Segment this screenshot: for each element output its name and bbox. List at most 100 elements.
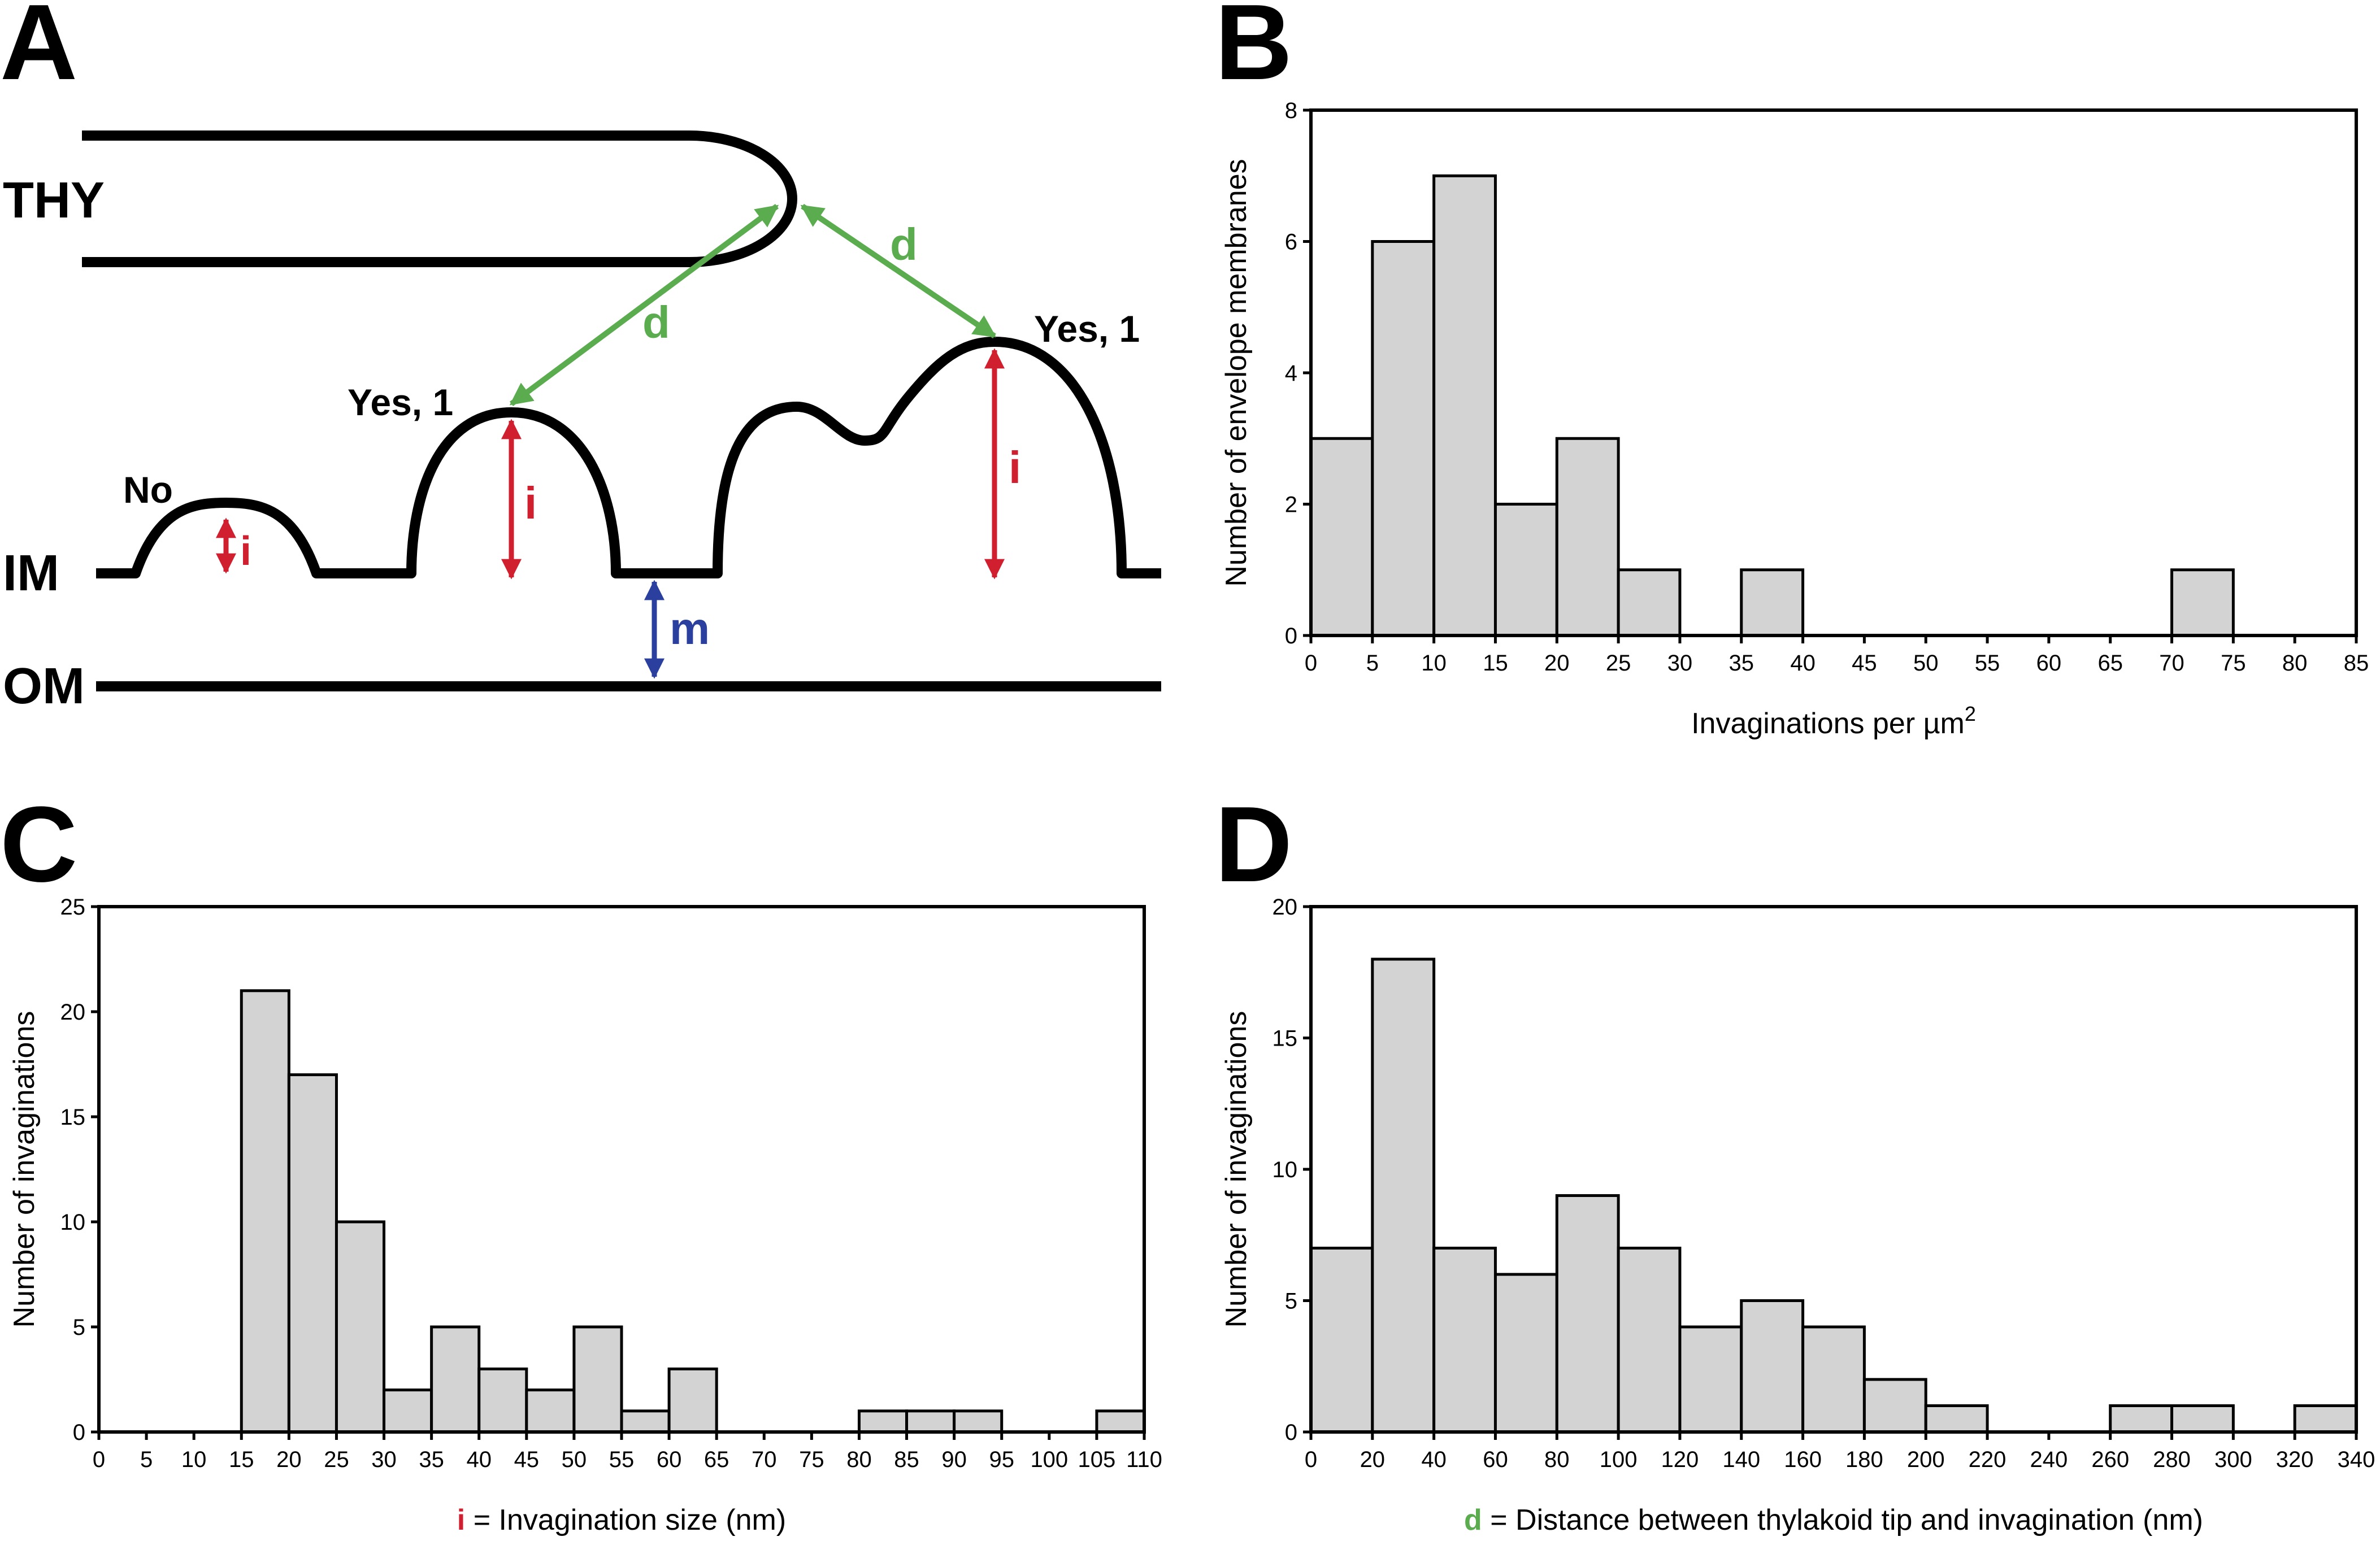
chart-b-x-tick-label: 55 <box>1975 651 2000 676</box>
chart-c: 0 5 10 15 20 25 0 5 10 15 20 25 30 35 40 45 50 55 60 65 70 7… <box>8 895 1162 1536</box>
chart-d-y-tick-label: 0 <box>1285 1420 1297 1445</box>
chart-c-y-tick-label: 20 <box>60 1000 86 1025</box>
chart-b-x-axis-title-superscript: 2 <box>1965 702 1976 725</box>
chart-b-y-tick-label: 8 <box>1285 98 1297 123</box>
chart-b-y-tick-label: 4 <box>1285 361 1297 386</box>
chart-c-y-tick-label: 0 <box>73 1420 85 1445</box>
chart-b-bar <box>1432 174 1497 637</box>
chart-b-x-axis-title-text: Invaginations per µm <box>1691 707 1965 740</box>
chart-d-bar <box>1555 1194 1620 1434</box>
panel-letter-d: D <box>1215 785 1292 904</box>
chart-d-bar <box>1371 957 1436 1434</box>
chart-c-x-tick-label: 110 <box>1126 1447 1162 1472</box>
chart-c-x-tick-label: 90 <box>941 1447 967 1472</box>
chart-b-y-tick-label: 2 <box>1285 493 1297 517</box>
yes-right-label: Yes, 1 <box>1034 308 1140 350</box>
chart-b-x-tick-label: 80 <box>2282 651 2308 676</box>
chart-b-x-ticks: 0 5 10 15 20 25 30 35 40 45 50 55 60 65 70 75 80 85 <box>1305 635 2369 676</box>
chart-c-bar <box>383 1388 433 1434</box>
chart-d-x-tick-label: 60 <box>1483 1447 1508 1472</box>
chart-c-bar <box>905 1409 956 1434</box>
chart-b-x-tick-label: 70 <box>2159 651 2184 676</box>
chart-b-x-tick-label: 50 <box>1913 651 1939 676</box>
chart-d-x-axis-title: d = Distance between thylakoid tip and i… <box>1464 1504 2203 1536</box>
chart-b-bars <box>1309 174 2235 637</box>
chart-b-bar <box>1309 437 1374 637</box>
chart-d-x-tick-label: 260 <box>2091 1447 2129 1472</box>
chart-d-y-tick-label: 5 <box>1285 1289 1297 1314</box>
chart-c-bar <box>240 989 290 1434</box>
chart-b-x-tick-label: 45 <box>1852 651 1877 676</box>
chart-b-x-axis-title: Invaginations per µm2 <box>1691 702 1976 740</box>
chart-d-x-tick-label: 340 <box>2338 1447 2375 1472</box>
chart-b-bar <box>1555 437 1620 637</box>
thy-label: THY <box>3 172 105 229</box>
membrane-diagram: THY IM OM No Yes, 1 Yes, 1 d d i i i m <box>3 130 1161 715</box>
chart-d-x-tick-label: 280 <box>2153 1447 2191 1472</box>
distance-arrow-left <box>509 203 779 407</box>
size-label-large: i <box>1009 442 1021 493</box>
chart-d: 0 5 10 15 20 0 20 40 60 80 100 120 140 160 180 200 220 2… <box>1220 895 2375 1536</box>
chart-c-x-tick-label: 70 <box>752 1447 777 1472</box>
chart-c-x-tick-label: 65 <box>704 1447 729 1472</box>
chart-c-x-tick-label: 85 <box>894 1447 919 1472</box>
chart-b-y-tick-label: 6 <box>1285 230 1297 255</box>
chart-c-bar <box>525 1388 576 1434</box>
yes-left-label: Yes, 1 <box>348 381 453 423</box>
chart-d-y-tick-label: 20 <box>1272 895 1298 920</box>
chart-c-x-tick-label: 15 <box>229 1447 254 1472</box>
chart-b-x-tick-label: 20 <box>1544 651 1570 676</box>
chart-c-y-tick-label: 5 <box>73 1315 85 1340</box>
im-label: IM <box>3 545 59 602</box>
chart-d-bar <box>2109 1404 2174 1434</box>
chart-d-bar <box>2293 1404 2358 1434</box>
chart-d-x-tick-label: 220 <box>1969 1447 2007 1472</box>
chart-c-bar <box>477 1367 528 1434</box>
chart-d-bar <box>1678 1325 1743 1434</box>
chart-d-x-ticks: 0 20 40 60 80 100 120 140 160 180 200 220 240 260 280 3… <box>1305 1432 2375 1472</box>
chart-c-x-tick-label: 5 <box>140 1447 153 1472</box>
chart-c-bar <box>857 1409 909 1434</box>
chart-c-x-tick-label: 80 <box>846 1447 872 1472</box>
distance-arrow-right <box>800 203 997 339</box>
chart-c-x-ticks: 0 5 10 15 20 25 30 35 40 45 50 55 60 65 70 75 80 85 90 95 10… <box>93 1432 1162 1472</box>
chart-b-x-tick-label: 15 <box>1483 651 1508 676</box>
chart-b: 0 2 4 6 8 0 5 10 15 20 25 30 35 40 45 50 55 60 65 70 75 80 85… <box>1220 98 2369 740</box>
chart-d-bar <box>1801 1325 1866 1434</box>
chart-c-x-tick-label: 45 <box>514 1447 540 1472</box>
chart-d-x-tick-label: 0 <box>1305 1447 1317 1472</box>
chart-b-y-ticks: 0 2 4 6 8 <box>1285 98 1311 648</box>
panel-letter-a: A <box>0 0 77 102</box>
chart-c-bar <box>620 1409 671 1434</box>
chart-c-bar <box>1095 1409 1146 1434</box>
chart-d-x-tick-label: 40 <box>1421 1447 1447 1472</box>
chart-c-x-tick-label: 0 <box>93 1447 105 1472</box>
chart-c-x-tick-label: 95 <box>989 1447 1014 1472</box>
chart-d-x-tick-label: 240 <box>2030 1447 2068 1472</box>
inner-membrane <box>96 337 1161 578</box>
chart-d-y-tick-label: 10 <box>1272 1157 1298 1182</box>
chart-b-bar <box>1371 240 1436 637</box>
chart-c-bar <box>430 1325 481 1434</box>
chart-c-y-axis-title: Number of invaginations <box>8 1011 41 1328</box>
chart-d-bars <box>1309 957 2358 1434</box>
size-label-mid: i <box>524 478 537 528</box>
chart-c-bar <box>335 1220 386 1434</box>
chart-b-x-tick-label: 25 <box>1606 651 1631 676</box>
chart-c-x-axis-title-variable: i <box>457 1504 465 1536</box>
chart-d-x-tick-label: 80 <box>1544 1447 1570 1472</box>
chart-c-x-axis-title: i = Invagination size (nm) <box>457 1504 786 1536</box>
chart-c-y-tick-label: 15 <box>60 1105 86 1130</box>
chart-b-x-tick-label: 40 <box>1790 651 1816 676</box>
chart-d-y-tick-label: 15 <box>1272 1026 1298 1051</box>
distance-label-left: d <box>642 297 670 347</box>
chart-d-bar <box>2170 1404 2235 1434</box>
size-label-small: i <box>240 529 251 574</box>
chart-b-y-tick-label: 0 <box>1285 624 1297 648</box>
chart-c-bar <box>287 1073 338 1434</box>
chart-b-y-axis-title: Number of envelope membranes <box>1220 159 1253 586</box>
panel-letter-b: B <box>1215 0 1292 102</box>
chart-c-x-tick-label: 35 <box>419 1447 444 1472</box>
chart-d-bar <box>1924 1404 1989 1434</box>
